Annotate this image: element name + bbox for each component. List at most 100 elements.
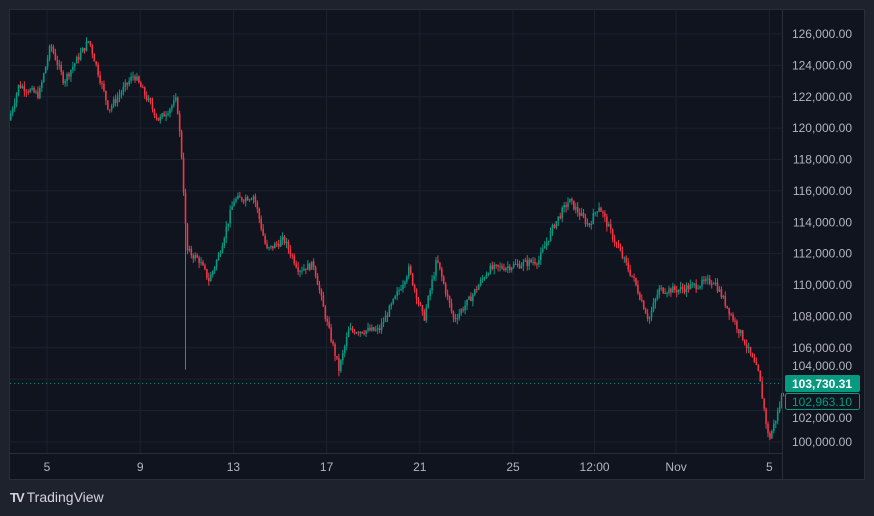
candle-body	[260, 218, 263, 229]
candle-body	[341, 352, 344, 361]
candle-body	[609, 224, 612, 230]
candle-body	[268, 247, 270, 249]
candle	[341, 349, 344, 365]
candle	[574, 202, 577, 214]
candle	[774, 420, 777, 429]
candle	[435, 256, 437, 282]
candle	[343, 344, 346, 358]
candle	[613, 234, 616, 247]
candle	[749, 346, 752, 357]
candle-body	[522, 261, 525, 266]
candle	[446, 289, 449, 301]
candle-body	[60, 64, 63, 73]
candle	[23, 81, 26, 97]
candle	[549, 227, 552, 242]
candle-body	[679, 287, 682, 290]
candle	[62, 70, 64, 86]
candle	[528, 257, 530, 271]
candle	[116, 92, 119, 107]
candle-body	[89, 41, 92, 46]
candle-body	[190, 248, 193, 256]
candle	[437, 255, 439, 264]
candle	[411, 272, 414, 287]
candle-body	[427, 296, 430, 308]
candle-body	[202, 262, 204, 266]
candle	[186, 222, 189, 255]
candle-body	[433, 275, 435, 280]
candle	[656, 289, 659, 301]
candle-body	[215, 260, 218, 268]
candle	[237, 192, 239, 200]
candle	[724, 291, 727, 309]
candle-body	[136, 76, 138, 81]
candle	[650, 306, 653, 322]
candle	[745, 339, 748, 354]
candle-body	[485, 274, 488, 279]
candle	[611, 228, 614, 243]
candle-body	[454, 317, 457, 320]
candle-body	[778, 406, 781, 412]
candle-body	[619, 247, 622, 251]
candle	[198, 255, 200, 269]
candle	[241, 196, 243, 203]
y-tick-label: 114,000.00	[793, 215, 852, 229]
candle	[262, 224, 264, 237]
candle	[433, 271, 435, 282]
candle-body	[396, 291, 398, 296]
candle	[213, 265, 216, 274]
candle	[740, 329, 742, 337]
candle-body	[677, 289, 680, 293]
candle	[621, 246, 624, 260]
candle	[557, 216, 560, 226]
tradingview-brand[interactable]: TV TradingView	[10, 489, 104, 505]
candle-body	[738, 329, 740, 334]
candle	[361, 331, 363, 334]
candle-body	[200, 262, 202, 264]
candle-body	[307, 263, 309, 271]
candle-body	[324, 306, 327, 319]
candle-body	[213, 267, 216, 272]
candle-body	[285, 241, 288, 244]
candle-body	[54, 52, 57, 60]
candle-body	[19, 84, 22, 88]
candle	[41, 79, 43, 93]
candle	[419, 301, 422, 307]
candle	[35, 89, 37, 95]
candle	[122, 82, 125, 96]
candle-body	[561, 207, 563, 219]
candle	[596, 211, 598, 218]
candle-body	[159, 116, 162, 121]
candle	[693, 282, 696, 288]
candle-body	[586, 223, 589, 225]
candle-body	[569, 198, 571, 203]
candle-body	[258, 208, 261, 219]
candle-body	[208, 278, 210, 282]
candle-body	[93, 54, 96, 62]
candle	[732, 312, 734, 323]
candle	[609, 219, 612, 234]
candle	[254, 193, 257, 208]
candle-body	[687, 285, 690, 290]
candle-body	[198, 257, 200, 264]
candle	[105, 90, 107, 106]
candle-body	[553, 224, 556, 228]
candle	[363, 329, 365, 336]
candle	[206, 268, 208, 281]
candle-body	[450, 303, 453, 312]
x-tick-label: 25	[506, 460, 520, 474]
candle-body	[151, 102, 154, 110]
candle	[188, 245, 191, 253]
candle-body	[85, 41, 88, 51]
candle	[429, 288, 431, 301]
candle-body	[510, 267, 513, 270]
candle	[755, 357, 758, 366]
candle	[235, 196, 237, 204]
price-axis: 126,000.00 124,000.00 122,000.00 120,000.00…	[792, 27, 852, 449]
candle-body	[753, 357, 756, 363]
candle-body	[456, 318, 459, 320]
candle-body	[295, 263, 297, 268]
candle	[441, 266, 443, 282]
candle-body	[493, 264, 496, 269]
y-tick-label: 104,000.00	[792, 359, 852, 373]
